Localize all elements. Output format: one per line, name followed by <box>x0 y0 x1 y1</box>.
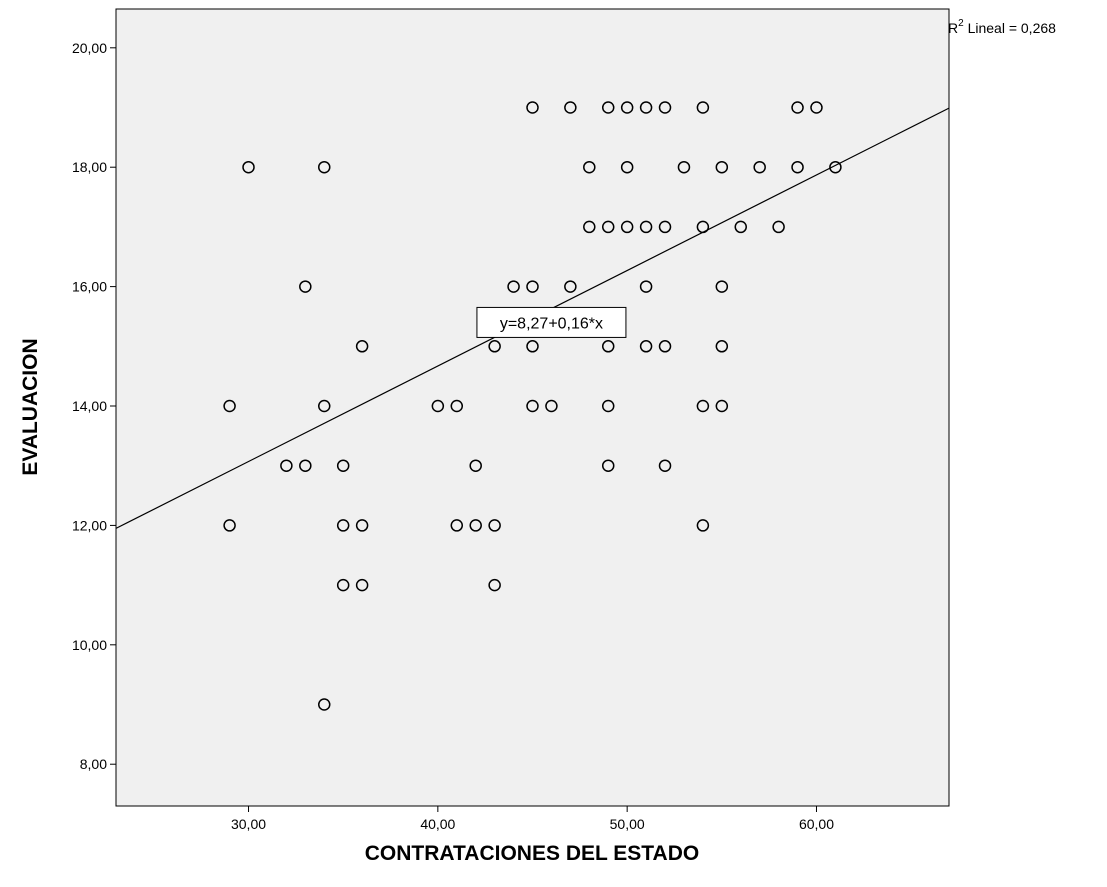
data-point <box>469 519 482 532</box>
data-point <box>318 399 331 413</box>
y-tick-label: 18,00 <box>72 159 107 175</box>
data-point <box>753 160 766 174</box>
plot-area <box>115 8 950 807</box>
y-tick-label: 12,00 <box>72 517 107 533</box>
data-point <box>526 101 539 114</box>
data-point <box>355 519 369 532</box>
data-point <box>564 101 577 114</box>
data-point <box>280 459 293 472</box>
data-point <box>696 101 710 114</box>
data-point <box>715 280 729 293</box>
x-tick-label: 50,00 <box>610 816 645 832</box>
data-point <box>639 101 653 114</box>
data-point <box>545 399 558 413</box>
data-point <box>299 280 312 293</box>
data-point <box>583 160 596 174</box>
data-point <box>715 399 729 413</box>
data-point <box>791 160 804 174</box>
data-point <box>488 578 501 592</box>
data-point <box>601 340 615 353</box>
fit-equation-label: y=8,27+0,16*x <box>500 315 603 332</box>
data-point <box>734 220 747 234</box>
data-point <box>677 160 691 174</box>
data-point <box>223 399 236 413</box>
data-point <box>639 340 653 353</box>
data-point <box>658 220 672 234</box>
r2-prefix: R <box>948 20 958 36</box>
data-point <box>526 340 539 353</box>
x-axis: 30,00 40,00 50,00 60,00 <box>231 806 834 832</box>
data-point <box>299 459 312 472</box>
y-tick-label: 20,00 <box>72 40 107 56</box>
data-point <box>564 280 577 293</box>
data-point <box>601 459 615 472</box>
data-point <box>658 340 672 353</box>
y-axis-title: EVALUACION <box>19 338 42 475</box>
data-point <box>355 578 369 592</box>
data-point <box>772 220 785 234</box>
data-point <box>696 220 710 234</box>
data-point <box>696 519 710 532</box>
data-point <box>336 519 350 532</box>
data-point <box>658 459 672 472</box>
fit-equation-box <box>476 306 627 338</box>
data-point <box>336 578 350 592</box>
x-tick-label: 60,00 <box>799 816 834 832</box>
data-point <box>242 160 255 174</box>
data-point <box>601 220 615 234</box>
r2-label: R2 Lineal = 0,268 <box>948 18 1056 36</box>
data-point <box>526 399 539 413</box>
data-point <box>526 280 539 293</box>
x-axis-title: CONTRATACIONES DEL ESTADO <box>365 842 699 865</box>
data-point <box>829 160 842 174</box>
data-point <box>469 459 482 472</box>
data-points <box>223 101 842 711</box>
data-point <box>810 101 823 114</box>
data-point <box>450 399 464 413</box>
data-point <box>318 698 331 711</box>
y-tick-label: 8,00 <box>80 756 107 772</box>
data-point <box>318 160 331 174</box>
y-axis: 8,00 10,00 12,00 14,00 16,00 18,00 20,00 <box>72 40 116 772</box>
y-tick-label: 10,00 <box>72 637 107 653</box>
data-point <box>223 519 236 532</box>
data-point <box>791 101 804 114</box>
data-point <box>488 340 501 353</box>
data-point <box>355 340 369 353</box>
r2-superscript: 2 <box>958 18 964 29</box>
data-point <box>715 340 729 353</box>
data-point <box>620 101 634 114</box>
data-point <box>336 459 350 472</box>
data-point <box>715 160 729 174</box>
data-point <box>620 220 634 234</box>
y-tick-label: 16,00 <box>72 279 107 295</box>
data-point <box>507 280 520 293</box>
x-tick-label: 30,00 <box>231 816 266 832</box>
y-tick-label: 14,00 <box>72 398 107 414</box>
data-point <box>639 280 653 293</box>
x-tick-label: 40,00 <box>420 816 455 832</box>
data-point <box>696 399 710 413</box>
data-point <box>488 519 501 532</box>
r2-text: Lineal = 0,268 <box>964 20 1056 36</box>
data-point <box>583 220 596 234</box>
data-point <box>639 220 653 234</box>
data-point <box>620 160 634 174</box>
data-point <box>601 101 615 114</box>
data-point <box>601 399 615 413</box>
annotation-layer: y=8,27+0,16*x <box>476 306 627 338</box>
data-point <box>658 101 672 114</box>
data-point <box>450 519 464 532</box>
data-point <box>431 399 445 413</box>
